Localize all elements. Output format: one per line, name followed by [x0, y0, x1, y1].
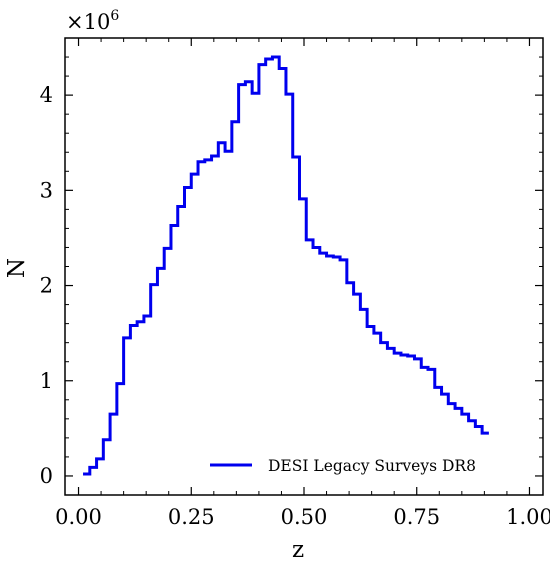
y-tick-label: 0	[40, 464, 53, 488]
y-multiplier: ×106	[66, 8, 119, 34]
x-tick-label: 1.00	[506, 505, 550, 529]
y-tick-label: 2	[40, 274, 53, 298]
x-tick-label: 0.25	[168, 505, 215, 529]
series-layer	[83, 55, 489, 476]
x-axis-label: z	[292, 537, 304, 563]
y-tick-label: 1	[40, 369, 53, 393]
x-tick-label: 0.75	[393, 505, 440, 529]
tick-marks	[65, 37, 543, 496]
legend: DESI Legacy Surveys DR8	[210, 457, 476, 475]
x-tick-labels: 0.00 0.25 0.50 0.75 1.00	[55, 505, 550, 529]
y-axis-label: N	[4, 258, 30, 278]
multiplier-base: ×10	[66, 10, 110, 34]
legend-label: DESI Legacy Surveys DR8	[268, 457, 476, 475]
x-tick-label: 0.00	[55, 505, 102, 529]
y-tick-label: 4	[40, 83, 53, 107]
multiplier-exponent: 6	[110, 8, 119, 24]
histogram-series-line	[83, 55, 489, 476]
x-tick-label: 0.50	[281, 505, 328, 529]
y-tick-label: 3	[40, 178, 53, 202]
y-tick-labels: 0 1 2 3 4	[40, 83, 53, 488]
plot-frame	[64, 37, 544, 496]
